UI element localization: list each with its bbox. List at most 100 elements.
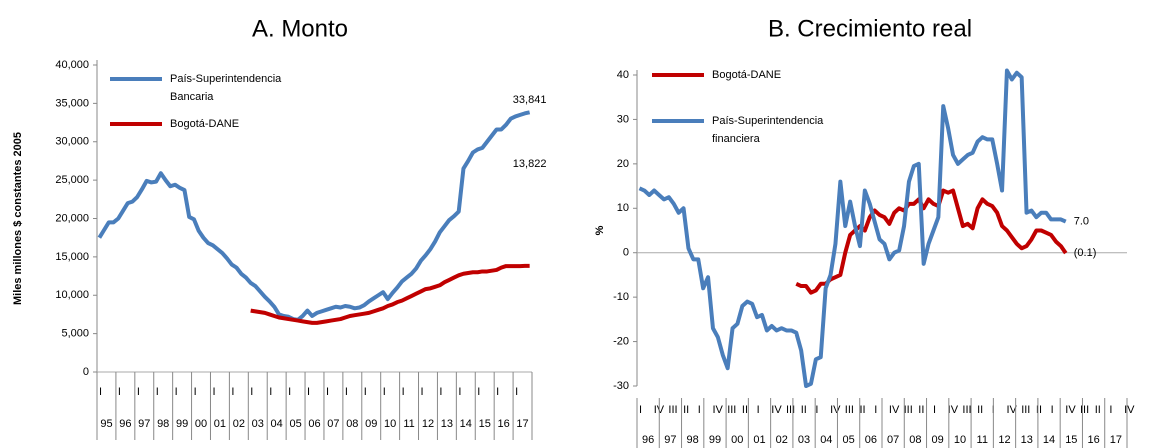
x-group-label: 17 [516,418,528,430]
x-tick-label: III [1021,404,1030,416]
x-tick-label: I [118,386,121,398]
x-tick-label: I [250,386,253,398]
x-tick-label: I [307,386,310,398]
y-tick-label: -30 [613,380,629,392]
x-group-label: 13 [1021,434,1033,446]
x-group-label: 05 [289,418,301,430]
y-tick-label: 0 [83,366,89,378]
x-tick-label: II [860,404,866,416]
x-tick-label: I [99,386,102,398]
x-tick-label: III [845,404,854,416]
x-tick-label: II [683,404,689,416]
x-group-label: 05 [842,434,854,446]
x-group-label: 09 [365,418,377,430]
x-tick-label: I [639,404,642,416]
x-group-label: 08 [346,418,358,430]
x-group-label: 16 [1087,434,1099,446]
series-line [250,263,530,325]
x-tick-label: II [1036,404,1042,416]
x-tick-label: I [698,404,701,416]
x-group-label: 99 [709,434,721,446]
x-tick-label: I [137,386,140,398]
series-line [638,68,1067,388]
x-tick-label: I [269,386,272,398]
x-group-label: 14 [1043,434,1055,446]
x-tick-label: I [477,386,480,398]
y-tick-label: 30 [617,113,629,125]
x-tick-label: III [668,404,677,416]
x-group-label: 01 [214,418,226,430]
x-tick-label: IV [1007,404,1018,416]
y-tick-label: 20,000 [55,212,89,224]
x-tick-label: I [194,386,197,398]
x-group-label: 96 [119,418,131,430]
y-tick-label: 20 [617,158,629,170]
x-tick-label: IV [948,404,959,416]
x-group-label: 06 [308,418,320,430]
x-group-label: 15 [1065,434,1077,446]
y-tick-label: 40 [617,69,629,81]
x-tick-label: I [1051,404,1054,416]
x-group-label: 04 [271,418,283,430]
x-tick-label: IV [830,404,841,416]
x-tick-label: II [1095,404,1101,416]
x-tick-label: I [402,386,405,398]
x-group-label: 99 [176,418,188,430]
x-group-label: 06 [865,434,877,446]
x-tick-label: I [439,386,442,398]
x-group-label: 16 [498,418,510,430]
x-tick-label: III [1080,404,1089,416]
legend-label: Bogotá-DANE [712,69,781,81]
series-line [795,188,1068,295]
x-group-label: 07 [327,418,339,430]
x-tick-label: IV [889,404,900,416]
x-tick-label: I [421,386,424,398]
x-tick-label: I [458,386,461,398]
y-tick-label: 25,000 [55,174,89,186]
x-tick-label: II [801,404,807,416]
x-tick-label: II [977,404,983,416]
value-label: 33,841 [513,94,547,106]
x-tick-label: II [742,404,748,416]
x-tick-label: I [815,404,818,416]
y-tick-label: 40,000 [55,59,89,71]
x-group-label: 02 [776,434,788,446]
x-tick-label: I [383,386,386,398]
x-tick-label: I [496,386,499,398]
x-tick-label: III [727,404,736,416]
x-tick-label: I [326,386,329,398]
x-tick-label: IV [1124,404,1135,416]
series-line [97,110,531,322]
x-tick-label: II [918,404,924,416]
x-group-label: 01 [753,434,765,446]
x-tick-label: I [231,386,234,398]
x-group-label: 15 [479,418,491,430]
x-group-label: 07 [887,434,899,446]
x-tick-label: I [212,386,215,398]
x-tick-label: I [288,386,291,398]
x-group-label: 12 [422,418,434,430]
x-group-label: 97 [664,434,676,446]
y-tick-label: 10,000 [55,289,89,301]
x-tick-label: I [1109,404,1112,416]
x-group-label: 97 [138,418,150,430]
x-group-label: 03 [252,418,264,430]
value-label: 7.0 [1074,216,1089,228]
x-tick-label: I [156,386,159,398]
x-group-label: 00 [195,418,207,430]
x-tick-label: IV [771,404,782,416]
legend-label: País-Superintendencia financiera [712,115,824,145]
chart-title: A. Monto [252,15,348,42]
y-tick-label: 30,000 [55,136,89,148]
x-group-label: 95 [100,418,112,430]
x-group-label: 13 [441,418,453,430]
y-tick-label: 0 [623,247,629,259]
y-axis-title: Miles millones $ constantes 2005 [12,132,24,305]
x-group-label: 11 [403,418,414,430]
x-group-label: 17 [1110,434,1122,446]
legend-label: Bogotá-DANE [170,118,239,130]
x-tick-label: IV [713,404,724,416]
x-group-label: 04 [820,434,832,446]
value-label: 13,822 [513,158,547,170]
x-group-label: 10 [384,418,396,430]
